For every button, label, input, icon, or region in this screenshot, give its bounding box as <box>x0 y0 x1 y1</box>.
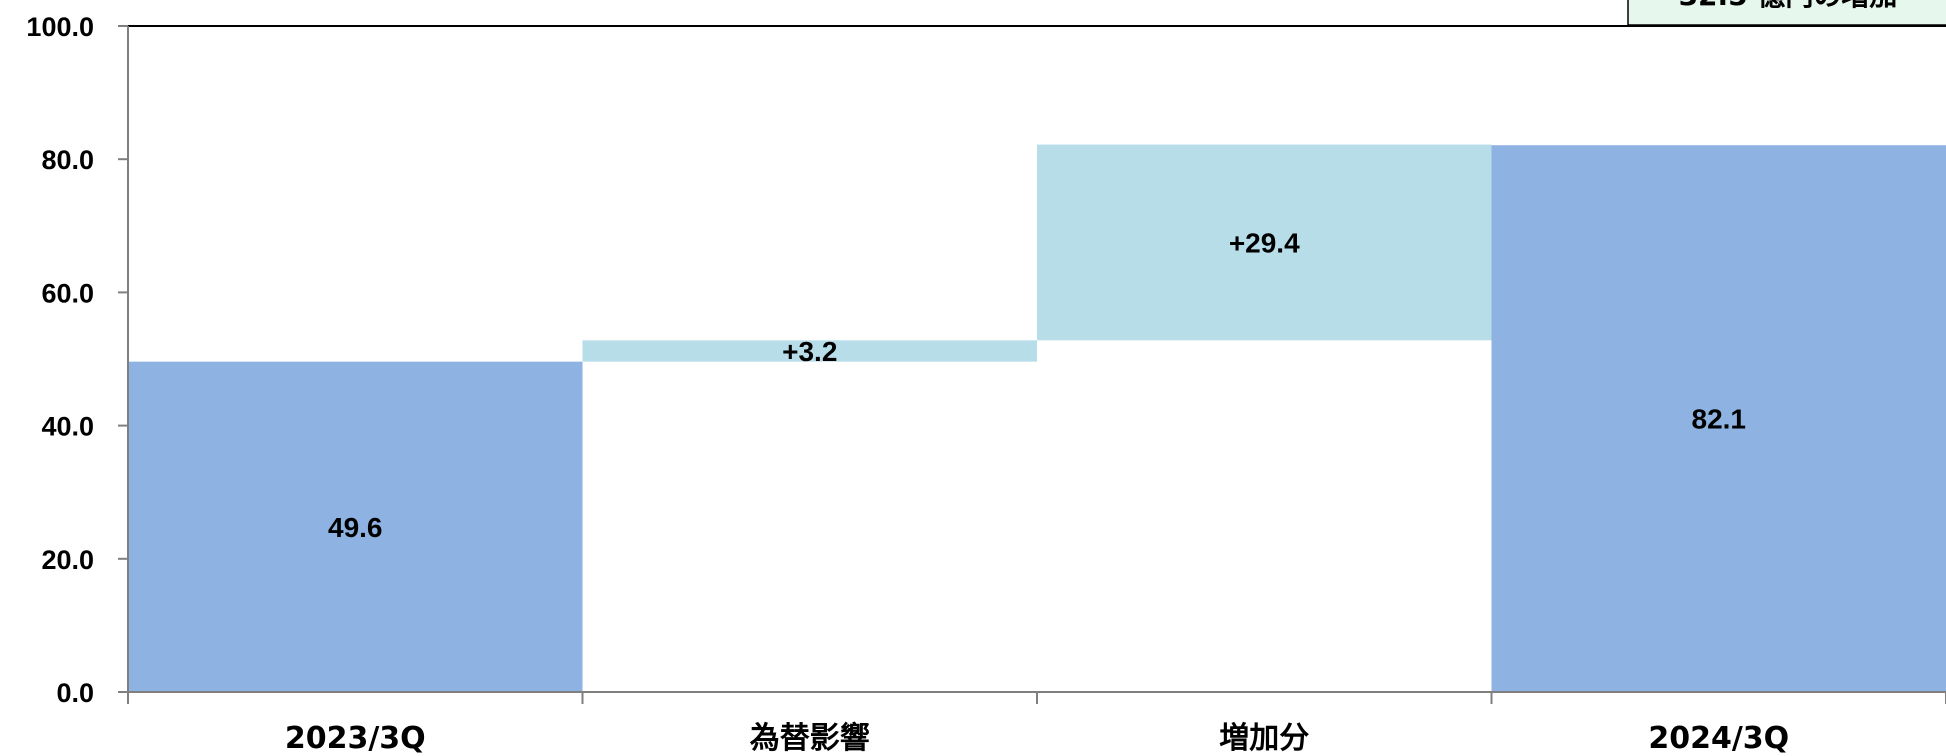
bar-delta-1 <box>582 340 1037 362</box>
data-label-1: +3.2 <box>782 336 837 367</box>
y-tick-label-4: 80.0 <box>41 145 94 175</box>
y-tick-label-3: 60.0 <box>41 278 94 308</box>
axes-group <box>118 25 1946 704</box>
y-tick-label-5: 100.0 <box>26 12 94 42</box>
bar-total-0 <box>128 361 583 692</box>
category-label-3: 2024/3Q <box>1648 721 1789 756</box>
category-label-2: 増加分 <box>1219 721 1309 756</box>
annotation-box: 32.5 億円の増加 <box>1627 0 1946 26</box>
data-label-3: 82.1 <box>1692 404 1747 435</box>
annotation-text: 32.5 億円の増加 <box>1679 0 1898 12</box>
y-tick-label-1: 20.0 <box>41 545 94 575</box>
annotation-rect <box>1627 0 1946 26</box>
bars-group <box>128 144 1946 693</box>
data-label-2: +29.4 <box>1229 227 1300 258</box>
category-label-1: 為替影響 <box>750 721 870 756</box>
category-label-0: 2023/3Q <box>285 721 426 756</box>
y-tick-label-0: 0.0 <box>56 678 94 708</box>
labels-group: 49.6 2023/3Q +3.2 為替影響 +29.4 増加分 82.1 2024/3Q 0.… <box>26 12 1789 756</box>
bar-delta-2 <box>1037 144 1492 341</box>
y-tick-label-2: 40.0 <box>41 412 94 442</box>
data-label-0: 49.6 <box>328 512 383 543</box>
bar-total-3 <box>1491 145 1946 693</box>
